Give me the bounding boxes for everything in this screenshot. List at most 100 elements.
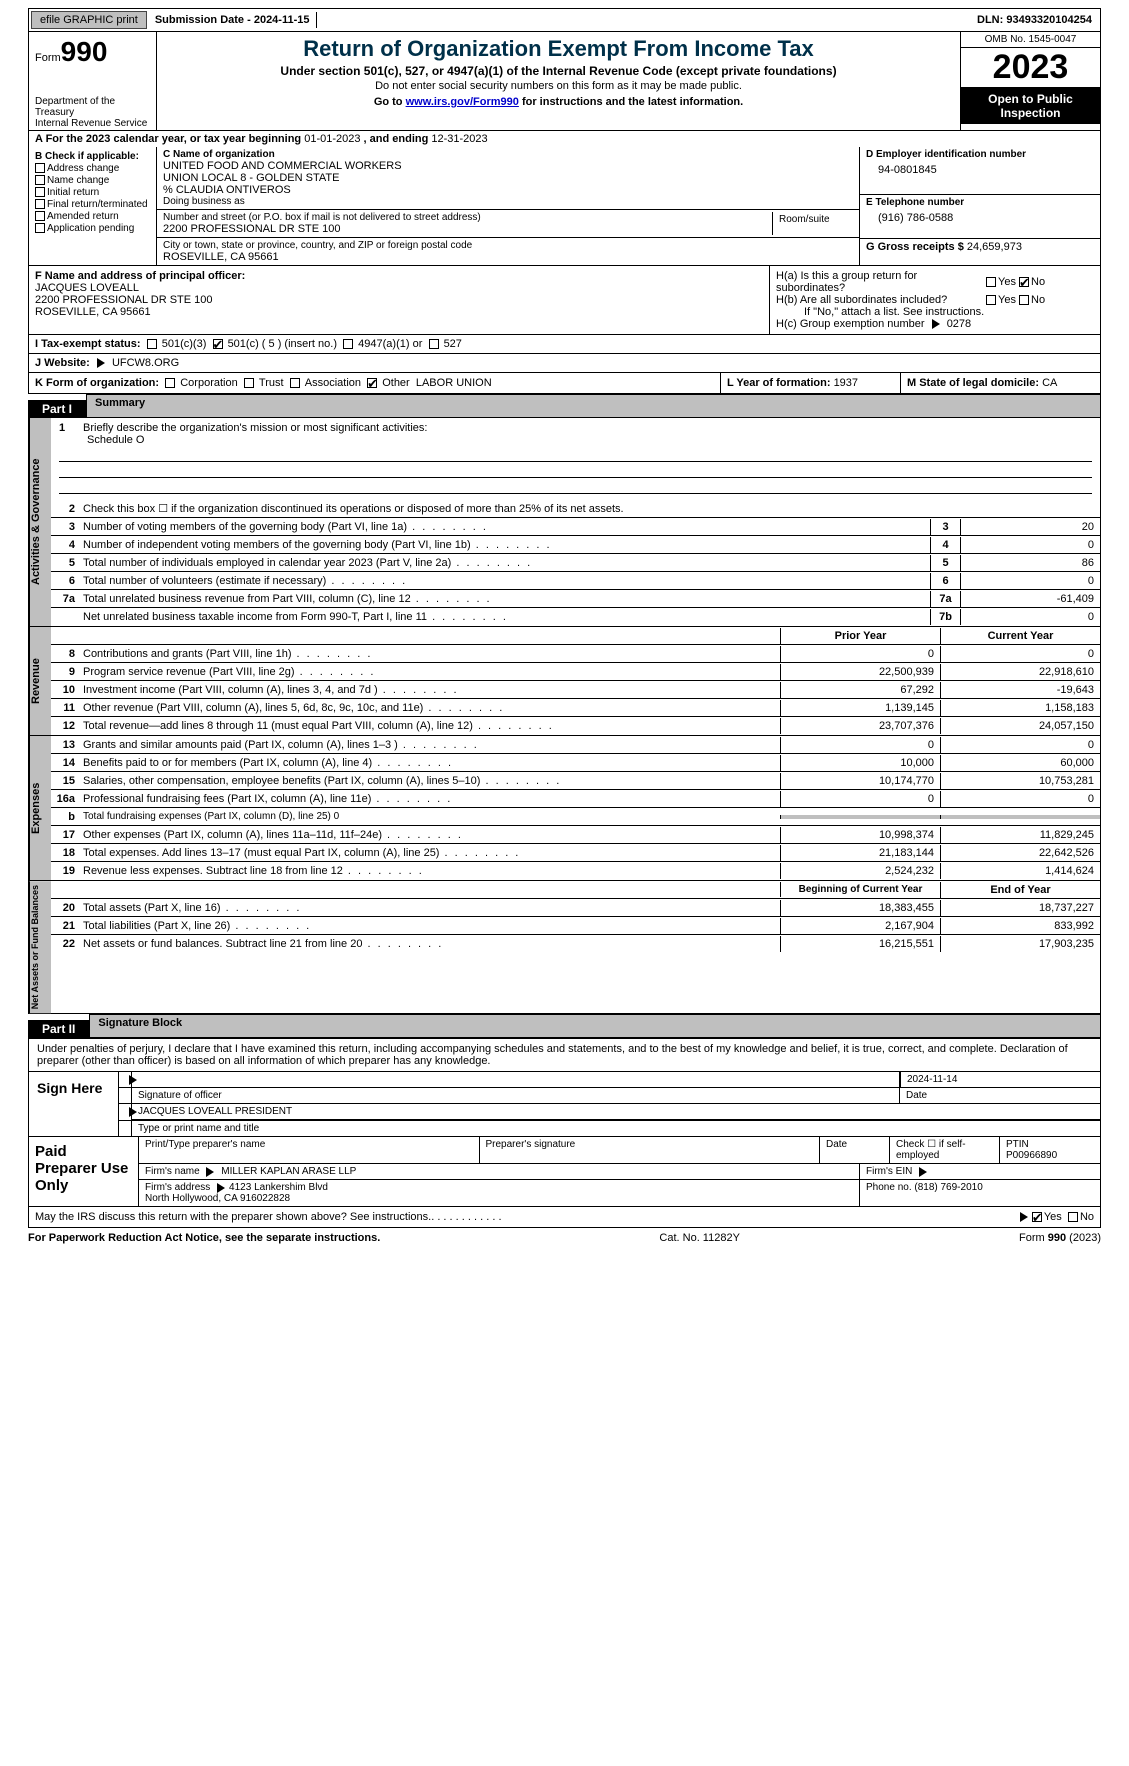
line6-val: 0 (960, 573, 1100, 589)
na-begin-header: Beginning of Current Year (780, 882, 940, 897)
part1-summary: Activities & Governance 1Briefly describ… (28, 418, 1101, 1014)
officer-addr2: ROSEVILLE, CA 95661 (35, 306, 763, 318)
line5-text: Total number of individuals employed in … (79, 555, 930, 571)
signature-block: Under penalties of perjury, I declare th… (28, 1038, 1101, 1137)
form990-link[interactable]: www.irs.gov/Form990 (406, 96, 519, 108)
line7a-val: -61,409 (960, 591, 1100, 607)
street-label: Number and street (or P.O. box if mail i… (163, 212, 772, 223)
check-501c3[interactable] (147, 339, 157, 349)
check-address-change[interactable] (35, 163, 45, 173)
check-corp[interactable] (165, 378, 175, 388)
table-row: 8Contributions and grants (Part VIII, li… (51, 645, 1100, 663)
table-row: 18Total expenses. Add lines 13–17 (must … (51, 844, 1100, 862)
line1-label: Briefly describe the organization's miss… (83, 422, 427, 434)
col-b-checkboxes: B Check if applicable: Address change Na… (29, 147, 157, 265)
dept-label: Department of the Treasury Internal Reve… (35, 96, 150, 126)
check-amended[interactable] (35, 211, 45, 221)
phone-label: E Telephone number (866, 197, 1094, 208)
pp-name-label: Print/Type preparer's name (139, 1137, 480, 1163)
line3-val: 20 (960, 519, 1100, 535)
gross-receipts-label: G Gross receipts $ (866, 241, 964, 253)
page-footer: For Paperwork Reduction Act Notice, see … (28, 1228, 1101, 1248)
form-subtitle-2: Do not enter social security numbers on … (165, 80, 952, 92)
check-final-return[interactable] (35, 199, 45, 209)
hb-note: If "No," attach a list. See instructions… (776, 306, 1094, 318)
sign-here-label: Sign Here (29, 1072, 119, 1136)
line7a-text: Total unrelated business revenue from Pa… (79, 591, 930, 607)
tab-expenses: Expenses (29, 736, 51, 880)
firm-name-label: Firm's name (145, 1166, 202, 1177)
website-value: UFCW8.ORG (112, 357, 179, 369)
submission-date: Submission Date - 2024-11-15 (149, 12, 317, 28)
check-4947[interactable] (343, 339, 353, 349)
hb-label: H(b) Are all subordinates included? (776, 294, 986, 306)
ha-yes[interactable] (986, 277, 996, 287)
line4-val: 0 (960, 537, 1100, 553)
firm-name: MILLER KAPLAN ARASE LLP (221, 1166, 356, 1177)
ha-no[interactable] (1019, 277, 1029, 287)
discuss-no[interactable] (1068, 1212, 1078, 1222)
table-row: 14Benefits paid to or for members (Part … (51, 754, 1100, 772)
table-row: 21Total liabilities (Part X, line 26)2,1… (51, 917, 1100, 935)
arrow-icon (932, 319, 940, 329)
check-501c[interactable] (213, 339, 223, 349)
toolbar: efile GRAPHIC print Submission Date - 20… (28, 8, 1101, 32)
check-other[interactable] (367, 378, 377, 388)
paid-preparer-label: Paid Preparer Use Only (29, 1137, 139, 1206)
table-row: 16aProfessional fundraising fees (Part I… (51, 790, 1100, 808)
dba-label: Doing business as (163, 196, 853, 207)
footer-center: Cat. No. 11282Y (659, 1232, 740, 1244)
block-klm: K Form of organization: Corporation Trus… (28, 373, 1101, 394)
ha-label: H(a) Is this a group return for subordin… (776, 270, 986, 294)
sig-declaration: Under penalties of perjury, I declare th… (29, 1039, 1100, 1072)
phone-value: (916) 786-0588 (866, 208, 1094, 228)
table-row: 11Other revenue (Part VIII, column (A), … (51, 699, 1100, 717)
street-value: 2200 PROFESSIONAL DR STE 100 (163, 223, 772, 235)
city-value: ROSEVILLE, CA 95661 (163, 251, 853, 263)
hb-no[interactable] (1019, 295, 1029, 305)
discuss-row: May the IRS discuss this return with the… (28, 1207, 1101, 1228)
ptin-value: P00966890 (1006, 1150, 1057, 1161)
line7b-val: 0 (960, 609, 1100, 625)
check-initial-return[interactable] (35, 187, 45, 197)
arrow-icon (206, 1167, 214, 1177)
line3-text: Number of voting members of the governin… (79, 519, 930, 535)
line1-value: Schedule O (59, 434, 1092, 446)
prior-year-header: Prior Year (780, 628, 940, 644)
table-row: 22Net assets or fund balances. Subtract … (51, 935, 1100, 953)
website-label: J Website: (35, 357, 90, 369)
block-bcd: B Check if applicable: Address change Na… (28, 147, 1101, 266)
city-label: City or town, state or province, country… (163, 240, 853, 251)
efile-button[interactable]: efile GRAPHIC print (31, 11, 147, 29)
hb-yes[interactable] (986, 295, 996, 305)
form-subtitle-1: Under section 501(c), 527, or 4947(a)(1)… (165, 64, 952, 78)
check-application-pending[interactable] (35, 223, 45, 233)
table-row: 9Program service revenue (Part VIII, lin… (51, 663, 1100, 681)
col-b-label: B Check if applicable: (35, 151, 150, 162)
row-a-tax-year: A For the 2023 calendar year, or tax yea… (28, 131, 1101, 147)
line7b-text: Net unrelated business taxable income fr… (79, 609, 930, 625)
check-trust[interactable] (244, 378, 254, 388)
discuss-yes[interactable] (1032, 1212, 1042, 1222)
table-row: 10Investment income (Part VIII, column (… (51, 681, 1100, 699)
sig-officer-name: JACQUES LOVEALL PRESIDENT (132, 1104, 1100, 1120)
open-inspection-badge: Open to Public Inspection (961, 88, 1100, 124)
part2-title: Signature Block (89, 1014, 1101, 1038)
dln: DLN: 93493320104254 (969, 12, 1100, 28)
na-end-header: End of Year (940, 882, 1100, 898)
part2-header: Part II (28, 1020, 89, 1038)
table-row: 19Revenue less expenses. Subtract line 1… (51, 862, 1100, 880)
footer-right: Form 990 (2023) (1019, 1232, 1101, 1244)
table-row: 17Other expenses (Part IX, column (A), l… (51, 826, 1100, 844)
state-domicile-label: M State of legal domicile: (907, 377, 1042, 389)
check-527[interactable] (429, 339, 439, 349)
org-name-label: C Name of organization (163, 149, 853, 160)
arrow-icon (97, 358, 105, 368)
footer-left: For Paperwork Reduction Act Notice, see … (28, 1232, 380, 1244)
ein-value: 94-0801845 (866, 160, 1094, 180)
omb-number: OMB No. 1545-0047 (961, 32, 1100, 48)
check-assoc[interactable] (290, 378, 300, 388)
line2: Check this box ☐ if the organization dis… (79, 500, 1100, 517)
gross-receipts-value: 24,659,973 (967, 241, 1022, 253)
check-name-change[interactable] (35, 175, 45, 185)
